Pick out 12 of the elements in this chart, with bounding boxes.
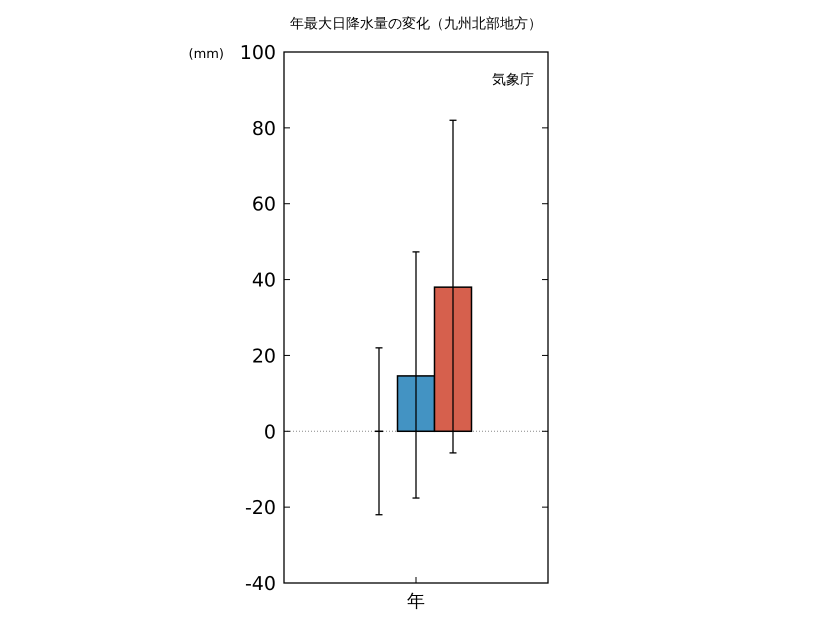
annotation: 気象庁 — [492, 72, 534, 88]
ytick: -20 — [244, 497, 276, 520]
ytick: 80 — [252, 118, 276, 140]
ylabel: (mm) — [188, 47, 224, 62]
ytick: 20 — [252, 345, 276, 368]
title: 年最大日降水量の変化（九州北部地方） — [290, 16, 542, 32]
ytick: 60 — [252, 194, 276, 216]
ytick: -40 — [244, 573, 276, 595]
xtick: 年 — [407, 591, 425, 612]
ytick: 100 — [240, 42, 276, 64]
ytick: 0 — [264, 421, 276, 444]
ytick: 40 — [252, 270, 276, 292]
